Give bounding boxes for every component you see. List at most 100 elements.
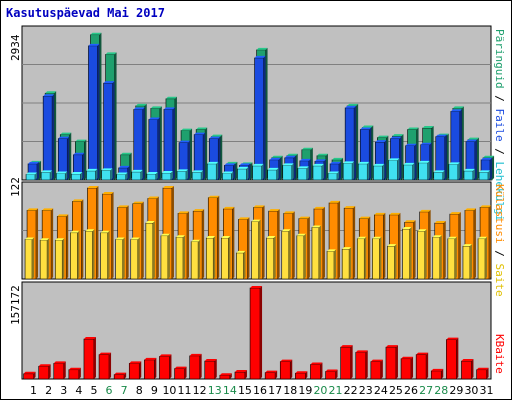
bar-side [412,162,415,180]
bar-side [492,155,495,180]
bar-3-1-23 [355,350,368,380]
bar-top [447,236,457,239]
bar-side [335,369,338,379]
day-label: 14 [223,384,237,397]
bar-side [216,161,219,180]
bar-side [401,134,404,180]
bar-side [84,139,87,180]
bar-face [403,164,413,181]
bar-side [416,127,419,180]
bar-top [297,166,309,169]
bar-face [254,57,264,181]
bar-top [267,167,279,170]
bar-face [281,230,290,280]
bar-2-2-10 [160,233,170,280]
bar-3-1-4 [68,367,81,380]
bar-top [405,143,417,146]
bar-side [260,286,263,379]
bar-3-1-8 [128,361,142,380]
bar-top [177,169,189,172]
bar-top [312,163,324,166]
bar-2-2-28 [432,235,442,280]
bar-top [462,244,472,247]
bar-face [146,173,157,181]
bar-top [99,352,112,355]
bar-1-2-13 [208,136,221,181]
bar-top [26,172,38,175]
bar-top [420,142,432,145]
day-label: 28 [434,384,448,397]
day-label: 17 [268,384,282,397]
bar-side [172,107,175,180]
bar-side [443,221,446,279]
bar-top [332,157,344,160]
bar-top [150,106,162,109]
bar-face [161,172,172,181]
bar-side [459,109,462,180]
bar-face [476,369,487,380]
bar-face [388,160,398,181]
bar-side [380,359,383,379]
bar-1-2-12 [193,132,206,181]
bar-side [446,133,449,180]
bar-side [356,103,359,180]
bar-face [219,374,231,380]
bar-top [448,162,460,165]
bar-side [323,159,326,180]
bar-face [115,239,123,280]
bar-face [415,354,427,380]
bar-top [284,155,296,158]
bar-1-3-28 [433,170,445,181]
bar-3-1-14 [219,373,232,380]
day-label: 2 [45,384,52,397]
bar-top [144,357,157,360]
bar-2-2-1 [24,237,35,280]
day-label: 19 [298,384,312,397]
bar-side [141,201,144,279]
bar-2-2-27 [417,229,427,280]
bar-top [60,132,72,135]
bar-top [483,155,495,158]
bar-face [68,369,80,380]
bar-top [325,369,338,372]
bar-face [266,237,274,280]
bar-face [133,109,144,181]
bar-1-3-10 [161,170,173,181]
bar-face [204,360,216,380]
bar-2-2-5 [85,229,95,280]
bar-2-2-31 [477,236,488,280]
bar-top [75,139,87,142]
bar-top [133,107,145,110]
bar-1-2-4 [73,152,85,181]
bar-side [439,235,442,279]
bar-side [205,127,208,180]
day-label: 24 [374,384,388,397]
bar-side [218,136,221,180]
bar-2-2-19 [296,233,306,280]
bar-face [189,355,200,380]
bar-face [101,170,111,181]
bar-face [236,252,244,280]
legend-files: Faile [493,108,506,142]
bar-2-2-29 [447,236,457,280]
bar-1-3-8 [131,169,143,181]
bar-side [318,225,321,279]
bar-side [232,206,235,279]
bar-face [128,363,140,380]
bar-top [224,163,236,166]
bar-side [321,163,324,180]
bar-top [417,229,427,232]
bar-top [358,161,370,164]
bar-top [416,352,429,355]
bar-top [192,170,204,173]
bar-side [186,169,189,180]
bar-side [203,132,206,180]
bar-side [110,168,113,180]
bar-face [23,373,34,380]
bar-side [144,103,147,180]
bar-1-3-31 [478,170,491,181]
bar-side [352,161,355,180]
bar-side [369,127,372,180]
bar-top [404,220,416,223]
bar-top [281,229,291,232]
